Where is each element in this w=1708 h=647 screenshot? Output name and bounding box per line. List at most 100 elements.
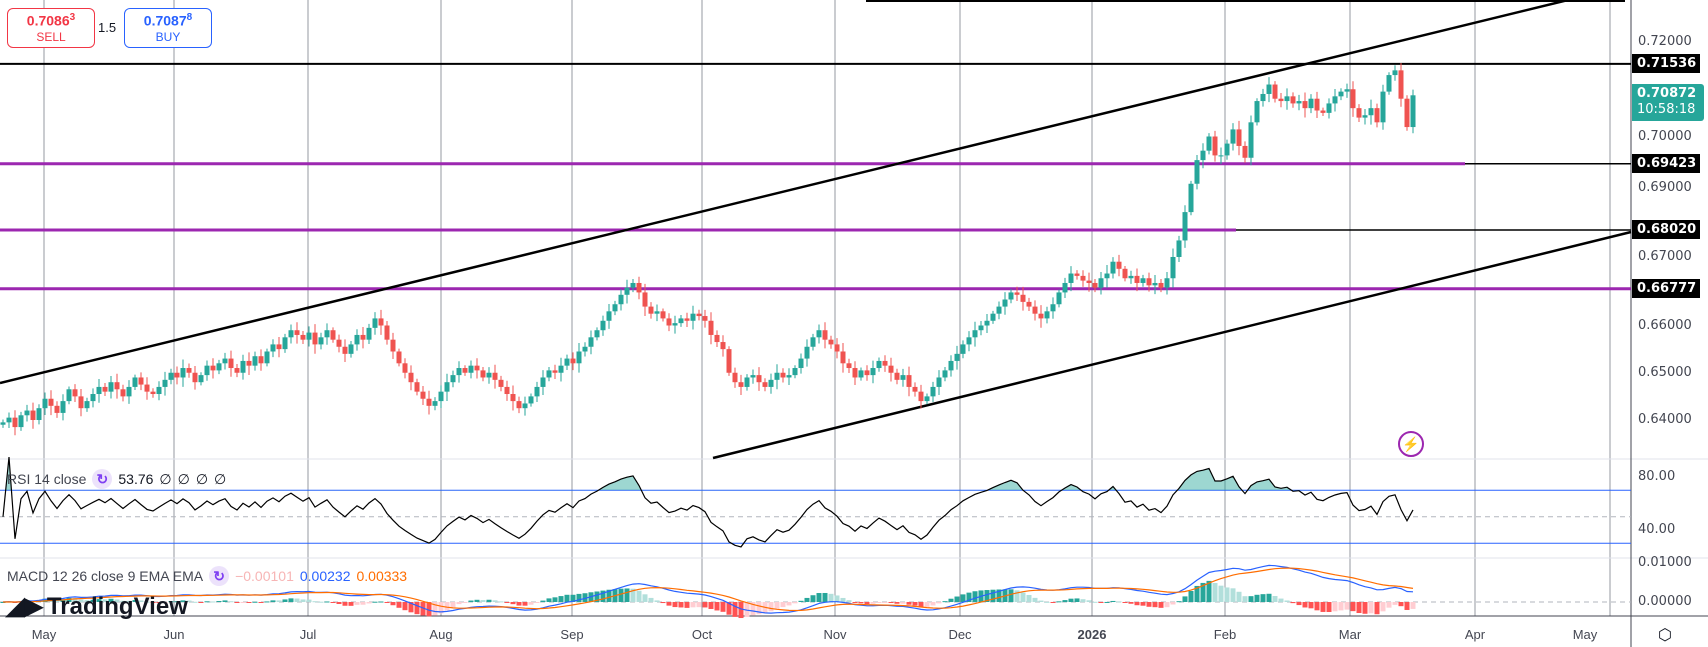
level-price-tag: 0.69423 — [1632, 153, 1700, 173]
candle-body — [384, 325, 390, 340]
macd-histogram-bar — [1290, 602, 1296, 604]
macd-histogram-bar — [1350, 602, 1356, 612]
tradingview-logo[interactable]: ◢▶ TradingView — [6, 594, 188, 620]
candle-body — [1008, 292, 1014, 300]
level-price-tag: 0.71536 — [1632, 53, 1700, 73]
macd-histogram-bar — [456, 602, 462, 605]
candle-body — [366, 327, 372, 340]
candle-body — [702, 316, 708, 321]
countdown: 10:58:18 — [1637, 102, 1696, 117]
macd-histogram-bar — [306, 599, 312, 602]
candle-body — [1068, 273, 1074, 283]
candle-body — [1332, 96, 1338, 104]
candle-body — [1362, 115, 1368, 118]
macd-title: MACD 12 26 close 9 EMA EMA — [7, 568, 204, 584]
candle-body — [696, 313, 702, 317]
macd-histogram-bar — [312, 601, 318, 603]
candle-body — [138, 377, 144, 385]
macd-histogram-bar — [1284, 600, 1290, 602]
candle-body — [540, 377, 546, 387]
macd-histogram-bar — [918, 602, 924, 607]
macd-histogram-bar — [360, 602, 366, 605]
macd-histogram-bar — [1266, 593, 1272, 602]
candle-body — [660, 311, 666, 319]
macd-histogram-bar — [78, 599, 84, 602]
candle-body — [876, 360, 882, 369]
candle-body — [108, 382, 114, 392]
candle-body — [576, 351, 582, 364]
time-tick-label: Nov — [823, 627, 847, 642]
macd-histogram-bar — [1176, 601, 1182, 603]
candle-body — [690, 313, 696, 321]
candle-body — [1188, 183, 1194, 213]
macd-histogram-bar — [1062, 600, 1068, 602]
macd-histogram-bar — [534, 602, 540, 603]
macd-signal-line — [2, 567, 1414, 612]
macd-histogram-bar — [624, 588, 630, 602]
macd-histogram-bar — [996, 589, 1002, 602]
macd-histogram-bar — [492, 600, 498, 602]
candle-body — [192, 372, 198, 383]
candle-body — [1116, 261, 1122, 269]
candle-body — [1194, 160, 1200, 184]
candle-body — [1086, 280, 1092, 283]
macd-histogram-bar — [954, 596, 960, 602]
buy-button[interactable]: 0.70878 BUY — [124, 8, 212, 48]
macd-histogram-bar — [240, 602, 246, 603]
buy-price-pip: 8 — [186, 12, 193, 23]
candle-body — [150, 391, 156, 395]
macd-histogram-bar — [852, 602, 858, 603]
rsi-legend[interactable]: RSI 14 close ↻ 53.76 ∅ ∅ ∅ ∅ — [7, 469, 226, 489]
sync-icon[interactable]: ↻ — [92, 469, 113, 489]
candle-body — [834, 344, 840, 352]
macd-histogram-bar — [198, 602, 204, 603]
candle-body — [774, 372, 780, 380]
candle-body — [144, 384, 150, 392]
macd-histogram-bar — [876, 602, 882, 603]
last-price: 0.70872 — [1637, 86, 1697, 101]
macd-legend[interactable]: MACD 12 26 close 9 EMA EMA ↻ −0.00101 0.… — [7, 566, 407, 586]
candle-body — [522, 403, 528, 409]
macd-histogram-bar — [1200, 582, 1206, 602]
macd-histogram-bar — [336, 602, 342, 605]
macd-histogram-bar — [1278, 598, 1284, 602]
candle-body — [1308, 98, 1314, 109]
candle-body — [504, 386, 510, 395]
lightning-icon[interactable]: ⚡ — [1398, 431, 1424, 457]
candle-body — [18, 415, 24, 428]
candle-body — [564, 358, 570, 366]
macd-histogram-bar — [1338, 602, 1344, 611]
candle-body — [840, 351, 846, 364]
sell-button[interactable]: 0.70863 SELL — [7, 8, 95, 48]
sync-icon[interactable]: ↻ — [209, 566, 230, 586]
candle-body — [102, 386, 108, 392]
settings-icon[interactable]: ⬡ — [1658, 627, 1672, 644]
candle-body — [300, 334, 306, 340]
macd-histogram-bar — [792, 602, 798, 604]
candle-body — [1062, 282, 1068, 293]
macd-histogram-bar — [678, 602, 684, 608]
macd-histogram-bar — [504, 602, 510, 603]
macd-histogram-bar — [1128, 602, 1134, 604]
macd-histogram-bar — [144, 601, 150, 603]
time-tick-label: Oct — [691, 627, 713, 642]
candle-body — [1242, 145, 1248, 158]
candle-body — [78, 396, 84, 409]
candle-body — [648, 306, 654, 314]
candle-body — [918, 391, 924, 402]
macd-histogram-bar — [216, 601, 222, 603]
candle-body — [378, 318, 384, 326]
candle-body — [354, 334, 360, 345]
candle-body — [666, 318, 672, 326]
candle-body — [1320, 110, 1326, 113]
candle-body — [42, 398, 48, 409]
macd-histogram-bar — [384, 602, 390, 603]
candle-body — [168, 372, 174, 380]
macd-histogram-bar — [210, 601, 216, 603]
macd-histogram-bar — [294, 598, 300, 602]
macd-histogram-bar — [132, 600, 138, 602]
macd-histogram-bar — [1164, 602, 1170, 608]
candle-body — [804, 346, 810, 359]
